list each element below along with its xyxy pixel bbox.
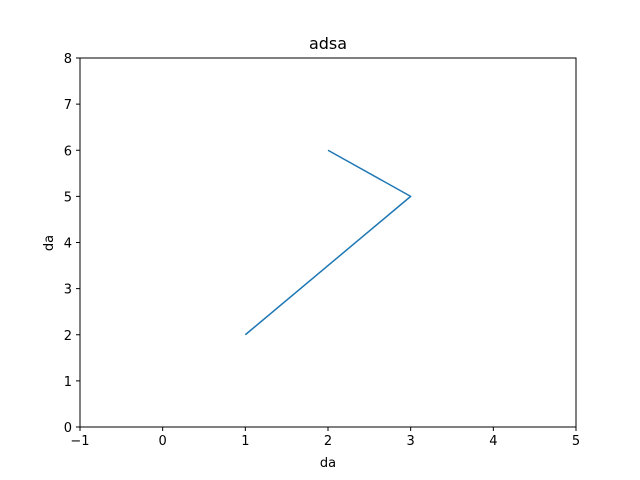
y-tick-label: 1 <box>64 375 72 390</box>
x-tick-label: 3 <box>407 434 415 449</box>
x-tick-label: 0 <box>159 434 167 449</box>
y-tick-label: 8 <box>64 52 72 67</box>
series-layer <box>244 149 412 336</box>
y-tick-label: 6 <box>64 144 72 159</box>
x-tick-label: 1 <box>241 434 249 449</box>
y-axis-label: da <box>42 235 57 251</box>
x-axis-label: da <box>320 456 336 471</box>
x-tick-label: 2 <box>324 434 332 449</box>
x-tick-label: 5 <box>572 434 580 449</box>
y-tick-label: 3 <box>64 283 72 298</box>
y-tick-label: 4 <box>64 237 72 252</box>
y-tick-label: 0 <box>64 421 72 436</box>
y-tick-label: 2 <box>64 329 72 344</box>
plot-frame <box>79 57 577 428</box>
plot-area <box>79 57 577 428</box>
x-tick-label: 4 <box>489 434 497 449</box>
y-axis: 0 1 2 3 4 5 6 7 8 <box>64 52 80 436</box>
x-axis: −1 0 1 2 3 4 5 <box>70 427 580 449</box>
y-tick-label: 5 <box>64 190 72 205</box>
y-tick-label: 7 <box>64 98 72 113</box>
chart-title: adsa <box>309 34 347 53</box>
series-line <box>244 149 412 336</box>
x-tick-label: −1 <box>70 434 89 449</box>
